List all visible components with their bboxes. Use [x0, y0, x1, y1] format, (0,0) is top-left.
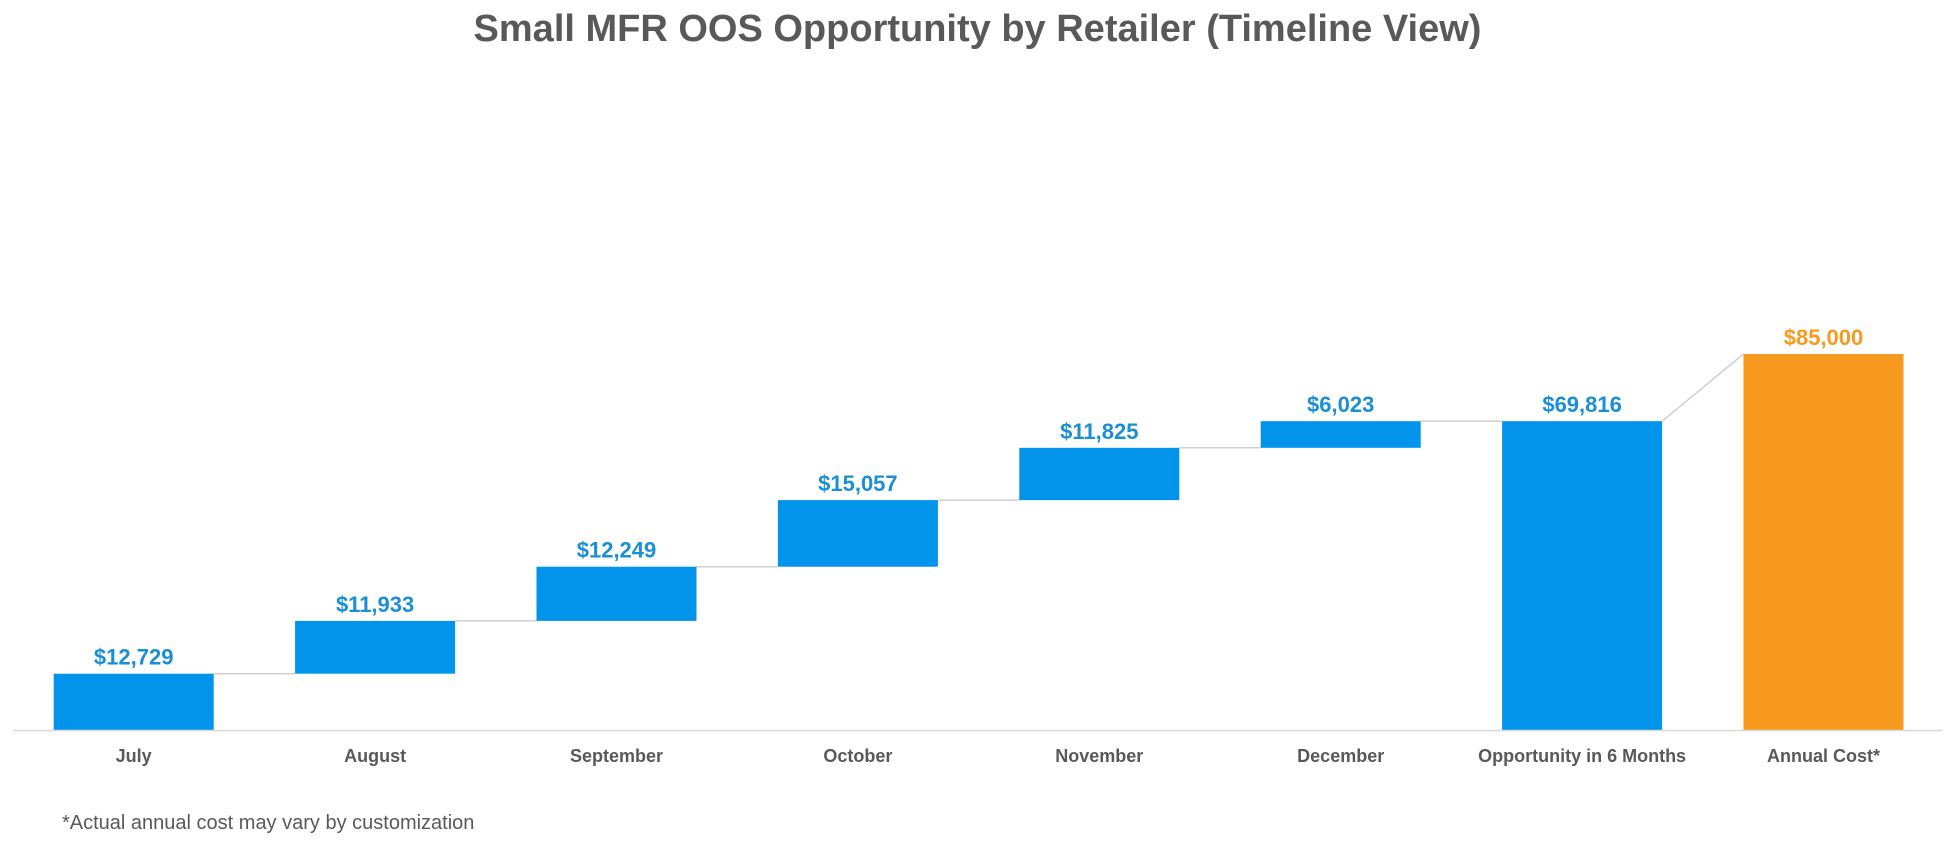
value-label-november: $11,825: [1060, 419, 1138, 444]
chart-title: Small MFR OOS Opportunity by Retailer (T…: [473, 8, 1482, 50]
bar-september: [536, 566, 697, 621]
tick-label-opportunity-in-6-months: Opportunity in 6 Months: [1478, 746, 1686, 766]
value-labels: $12,729 $11,933 $12,249 $15,057 $11,825 $6,02…: [94, 325, 1863, 670]
tick-label-july: July: [116, 746, 152, 766]
value-label-august: $11,933: [336, 592, 414, 617]
tick-label-november: November: [1055, 746, 1143, 766]
tick-label-august: August: [344, 746, 406, 766]
bar-august: [295, 620, 456, 674]
bar-november: [1019, 447, 1180, 501]
value-label-annual-cost: $85,000: [1784, 325, 1864, 350]
value-label-september: $12,249: [577, 538, 657, 563]
tick-label-september: September: [570, 746, 663, 766]
bar-october: [777, 500, 938, 567]
value-label-october: $15,057: [818, 471, 898, 496]
bars: [53, 354, 1904, 730]
bar-july: [53, 673, 214, 730]
tick-label-december: December: [1297, 746, 1384, 766]
bar-december: [1260, 421, 1421, 448]
value-label-opportunity-in-6-months: $69,816: [1542, 392, 1622, 417]
connector-opportunity-in-6-months-to-annual-cost: [1661, 353, 1744, 422]
connector-lines: [213, 353, 1744, 675]
tick-label-annual-cost: Annual Cost*: [1767, 746, 1880, 766]
footnote: *Actual annual cost may vary by customiz…: [62, 812, 475, 834]
bar-opportunity-in-6-months: [1502, 421, 1663, 730]
x-tick-labels: July August September October November Decemb…: [116, 746, 1880, 766]
tick-label-october: October: [823, 746, 892, 766]
value-label-december: $6,023: [1307, 392, 1374, 417]
bar-annual-cost: [1743, 354, 1904, 730]
value-label-july: $12,729: [94, 645, 174, 670]
